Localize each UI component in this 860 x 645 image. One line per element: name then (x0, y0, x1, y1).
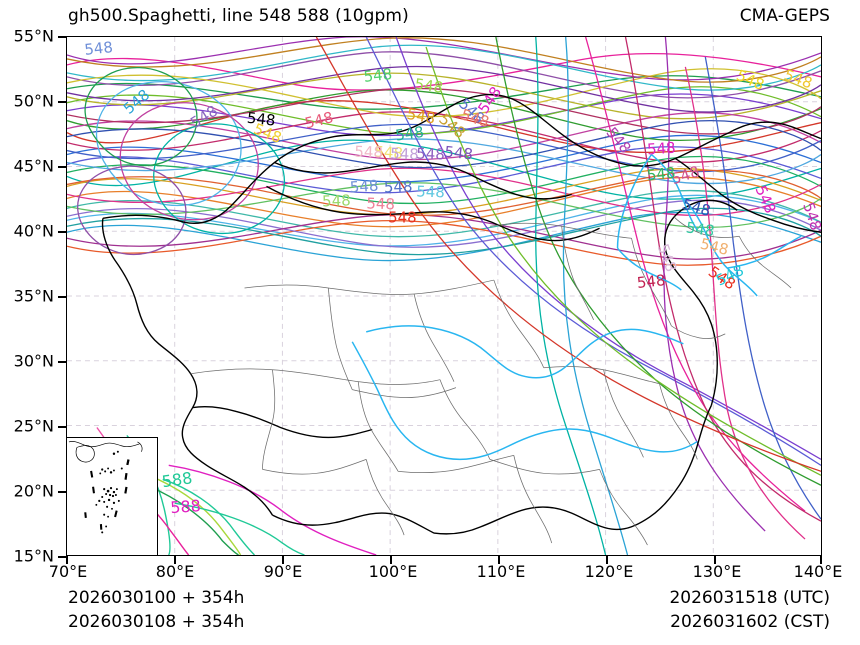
footer-init-time-cst: 2026030108 + 354h (68, 612, 245, 632)
svg-text:548: 548 (646, 164, 676, 185)
ytick-mark-40 (58, 231, 66, 233)
svg-text:548: 548 (646, 139, 676, 159)
province-borders (190, 216, 792, 546)
svg-text:548: 548 (698, 235, 730, 259)
xtick-mark-140 (820, 556, 822, 564)
svg-text:548: 548 (363, 65, 393, 86)
xtick-label-90: 90°E (263, 562, 303, 581)
model-label: CMA-GEPS (739, 6, 830, 26)
gridlines (67, 37, 821, 555)
ytick-mark-45 (58, 166, 66, 168)
ytick-label-30: 30°N (13, 351, 54, 371)
ytick-label-55: 55°N (13, 26, 54, 46)
xtick-label-120: 120°E (584, 562, 634, 581)
svg-text:548: 548 (366, 194, 395, 213)
ytick-mark-35 (58, 296, 66, 298)
inset-coastline (68, 441, 143, 534)
page-title: gh500.Spaghetti, line 548 588 (10gpm) (68, 6, 409, 26)
contour-lines-548-closed (77, 67, 286, 256)
xtick-label-140: 140°E (793, 562, 843, 581)
svg-text:588: 588 (161, 468, 194, 491)
contour-lines-548 (67, 37, 821, 266)
country-borders (101, 93, 821, 535)
ytick-mark-25 (58, 426, 66, 428)
svg-text:548: 548 (782, 66, 815, 93)
svg-text:548: 548 (303, 108, 335, 132)
svg-text:548: 548 (374, 143, 404, 163)
xtick-mark-120 (606, 556, 608, 564)
rivers (351, 153, 802, 461)
svg-text:548: 548 (394, 123, 425, 145)
svg-text:548: 548 (83, 38, 113, 59)
xtick-label-80: 80°E (155, 562, 195, 581)
svg-text:548: 548 (349, 176, 379, 196)
footer-init-time-utc: 2026030100 + 354h (68, 588, 245, 608)
ytick-mark-20 (58, 491, 66, 493)
svg-text:548: 548 (636, 271, 666, 292)
xtick-mark-80 (174, 556, 176, 564)
xtick-label-70: 70°E (48, 562, 88, 581)
ytick-mark-15 (58, 556, 66, 558)
south-china-sea-inset (66, 437, 158, 556)
map-canvas: 548 548 548 548 548 548 548 548 548 548 … (67, 37, 821, 555)
svg-text:548: 548 (444, 143, 474, 164)
svg-text:548: 548 (405, 105, 436, 128)
ytick-label-40: 40°N (13, 221, 54, 241)
svg-text:548: 548 (322, 191, 351, 210)
xtick-mark-100 (390, 556, 392, 564)
footer-valid-time-utc: 2026031518 (UTC) (669, 588, 830, 608)
ytick-label-35: 35°N (13, 286, 54, 306)
footer-valid-time-cst: 2026031602 (CST) (670, 612, 830, 632)
xtick-mark-90 (282, 556, 284, 564)
ytick-label-25: 25°N (13, 416, 54, 436)
contour-labels-588: 588 588 (161, 468, 202, 517)
svg-text:548: 548 (246, 109, 276, 130)
ytick-label-20: 20°N (13, 481, 54, 501)
svg-text:548: 548 (685, 218, 716, 240)
svg-text:548: 548 (799, 200, 821, 233)
xtick-mark-130 (714, 556, 716, 564)
svg-text:548: 548 (388, 208, 417, 226)
xtick-label-130: 130°E (692, 562, 742, 581)
ytick-label-45: 45°N (13, 156, 54, 176)
svg-text:548: 548 (384, 177, 413, 196)
ytick-mark-50 (58, 101, 66, 103)
svg-text:548: 548 (354, 143, 383, 162)
ytick-label-15: 15°N (13, 546, 54, 566)
svg-text:548: 548 (680, 195, 712, 220)
ytick-mark-55 (58, 36, 66, 38)
xtick-label-100: 100°E (368, 562, 418, 581)
contour-labels-548: 548 548 548 548 548 548 548 548 548 548 … (83, 38, 821, 293)
svg-text:548: 548 (416, 145, 445, 164)
xtick-mark-70 (66, 556, 68, 564)
xtick-label-110: 110°E (476, 562, 526, 581)
inset-canvas (68, 441, 143, 534)
svg-text:548: 548 (390, 145, 419, 164)
svg-text:548: 548 (416, 182, 445, 201)
ytick-label-50: 50°N (13, 91, 54, 111)
xtick-mark-110 (498, 556, 500, 564)
map-plot-area: 548 548 548 548 548 548 548 548 548 548 … (66, 36, 822, 556)
svg-text:548: 548 (654, 241, 681, 274)
svg-text:548: 548 (414, 75, 445, 97)
ytick-mark-30 (58, 361, 66, 363)
svg-text:588: 588 (170, 496, 202, 517)
